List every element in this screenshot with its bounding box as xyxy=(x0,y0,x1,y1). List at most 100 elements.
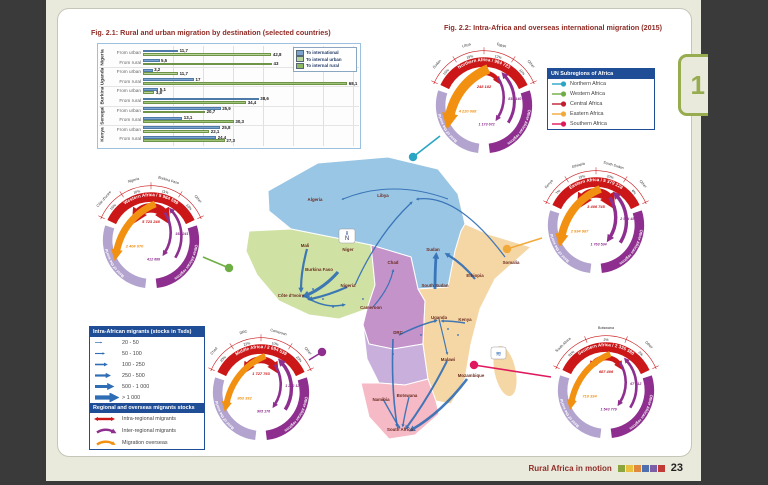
line-dot-icon xyxy=(552,111,567,117)
fig22-title: Fig. 2.2: Intra-Africa and overseas inte… xyxy=(443,23,663,32)
rest-of-world-band xyxy=(557,375,602,439)
bar-value: 11,7 xyxy=(179,71,188,76)
map-country-label: Burkina Faso xyxy=(305,267,333,272)
bar-to-internal xyxy=(143,81,348,85)
cyclone-box xyxy=(490,346,507,360)
flow-type-icon xyxy=(96,428,117,434)
flow-size-item: 20 - 50 xyxy=(90,337,204,348)
bar-to-international xyxy=(143,107,221,110)
inter-regional-in-arrow xyxy=(613,191,629,244)
donut-country-label: DRC xyxy=(239,329,248,335)
fig21-title: Fig. 2.1: Rural and urban migration by d… xyxy=(91,28,331,37)
region-band xyxy=(107,192,195,225)
flow-size-item: 100 - 250 xyxy=(90,359,204,370)
donut-country-label: Nigeria xyxy=(127,176,140,183)
subregion-legend-item: Western Africa xyxy=(548,89,654,99)
overseas-arrow xyxy=(221,353,267,413)
bar-value: 38,6 xyxy=(260,96,269,102)
map-country-label: Libya xyxy=(377,193,389,198)
group-label: Burkina xyxy=(100,87,106,105)
migration-flow-arrow xyxy=(341,188,449,200)
bar-to-international xyxy=(143,97,259,101)
region-band xyxy=(562,342,650,375)
migration-flow-arrow xyxy=(372,268,395,308)
map-country-label: Uganda xyxy=(431,315,448,320)
flow-legend: Intra-African migrants (stocks in Tsds) … xyxy=(89,326,205,450)
donut-country-pct: 11% xyxy=(161,189,169,195)
flow-arrow-icon xyxy=(95,382,115,391)
migration-donut-middle: Chad 20% DRC 22% Cameroon 10% Other 20% Middle A… xyxy=(196,323,326,453)
subregions-legend-title: UN Subregions of Africa xyxy=(548,69,654,79)
map-country-label: South Sudan xyxy=(421,283,448,288)
inter-regional-in-arrow xyxy=(168,207,183,259)
migration-donut-southern: South Africa 91% Botswana 2% Other 2% Southern… xyxy=(541,321,671,451)
region-band xyxy=(552,177,640,210)
africa-map: Algeria Libya Mali Niger Chad Sudan Burkina Fa… xyxy=(243,139,543,451)
chapter-tab: 1 xyxy=(678,54,708,116)
overseas-arrow xyxy=(566,351,612,411)
flow-size-item: 50 - 100 xyxy=(90,348,204,359)
inter-regional-out-value: 1 763 534 xyxy=(591,242,607,246)
map-country-label: Nigeria xyxy=(341,283,356,288)
bar-to-internal xyxy=(143,72,179,76)
inter-regional-in-value: 2 534 487 xyxy=(619,217,637,221)
donut-country-pct: 19% xyxy=(466,54,474,60)
bar-to-international xyxy=(143,49,179,53)
overseas-value: 4 220 088 xyxy=(458,108,477,113)
flow-type-legend-title: Regional and overseas migrants stocks xyxy=(90,403,204,413)
bar-value: 13,1 xyxy=(183,115,193,121)
overseas-arrow xyxy=(555,185,602,248)
gridline xyxy=(203,46,204,146)
other-regions-band xyxy=(600,210,645,274)
migration-donut-eastern: Kenya 7% Ethiopia 19% South Sudan 20% Other 6% E… xyxy=(531,156,661,286)
row-label: From urban xyxy=(116,88,141,94)
overseas-value: 2 404 070 xyxy=(125,243,144,248)
migration-flow-arrow xyxy=(298,248,309,293)
donut-country-label: Botswana xyxy=(598,326,615,330)
donut-country-pct: 10% xyxy=(133,189,141,195)
intra-regional-value: 3 406 745 xyxy=(587,204,605,209)
region-band xyxy=(217,344,305,377)
donut-country-pct: 20% xyxy=(295,355,303,363)
map-country-label: Ethiopia xyxy=(466,273,484,278)
row-label: From urban xyxy=(116,50,141,55)
map-country-label: South Africa xyxy=(387,427,413,432)
flow-type-item: Migration overseas xyxy=(90,437,204,449)
inter-regional-in-value: 67 012 xyxy=(630,382,641,386)
footer-square xyxy=(649,464,657,472)
inter-regional-in-value: 158 241 xyxy=(175,232,188,236)
bar-to-international xyxy=(143,59,160,62)
donut-country-label: Cameroon xyxy=(270,328,287,337)
bar-to-internal xyxy=(143,62,272,66)
donut-country-pct: 20% xyxy=(606,174,614,180)
inter-regional-out-value: 1 543 779 xyxy=(601,407,617,411)
bar-value: 25,8 xyxy=(221,125,231,130)
rest-of-world-label: Rest of the world xyxy=(559,398,580,429)
rest-of-world-band xyxy=(212,377,257,441)
footer-square xyxy=(657,464,665,472)
bar-value: 24,4 xyxy=(217,134,227,140)
flow-size-item: 250 - 500 xyxy=(90,370,204,381)
donut-country-label: Kenya xyxy=(544,178,554,189)
flow-arrow-icon xyxy=(95,352,105,355)
donut-country-pct: 2% xyxy=(604,338,609,342)
bar-to-internal xyxy=(143,139,225,143)
rest-of-world-label: Rest of the world xyxy=(549,233,570,264)
inter-regional-in-arrow xyxy=(278,358,294,411)
inter-regional-in-value: 838 140 xyxy=(508,97,521,101)
region-band xyxy=(440,57,528,90)
migration-flow-arrow xyxy=(415,197,506,258)
group-separator xyxy=(99,67,359,69)
bar-value: 5,5 xyxy=(161,57,168,63)
donut-country-label: Côte d'Ivoire xyxy=(96,190,112,208)
donut-country-label: South Africa xyxy=(555,336,573,353)
map-country-label: Chad xyxy=(388,260,399,265)
bar-value: 68,1 xyxy=(348,80,358,86)
group-label: Uganda xyxy=(100,67,106,86)
donut-country-label: Libya xyxy=(462,42,472,49)
subregion-legend-item: Central Africa xyxy=(548,99,654,109)
group-label: Nigeria xyxy=(100,49,106,66)
inter-regional-out-value: 412 688 xyxy=(146,257,161,261)
inter-regional-out-arrow xyxy=(617,361,628,407)
bar-value: 34,4 xyxy=(247,99,257,105)
